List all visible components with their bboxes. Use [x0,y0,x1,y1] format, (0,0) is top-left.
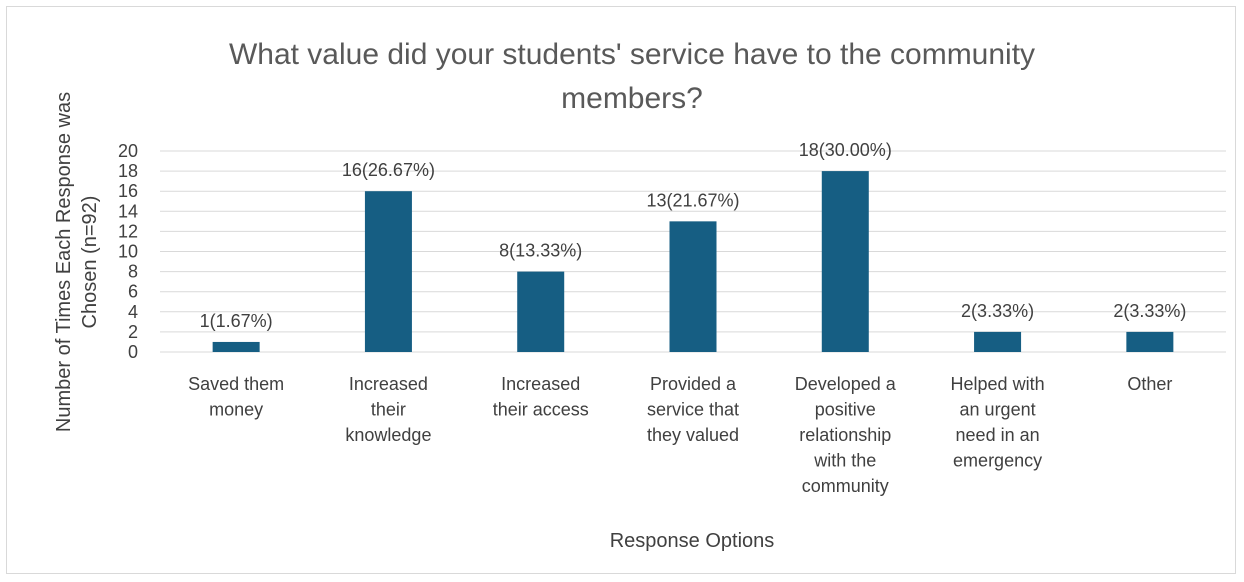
category-labels: Saved them money Increased their knowledge In… [188,374,1172,496]
bar [974,331,1022,352]
chart-title-line-2: members? [561,82,703,115]
data-label: 18(30.00%) [799,140,892,160]
category-label: knowledge [345,425,431,445]
data-label: 16(26.67%) [342,160,435,180]
y-tick-label: 14 [118,201,138,221]
category-label: their access [493,400,589,420]
bar [517,271,565,352]
y-tick-label: 4 [128,302,138,322]
y-tick-label: 2 [128,322,138,342]
category-label: Other [1127,374,1172,394]
bar [212,341,260,352]
y-axis-label-line-1: Number of Times Each Response was [53,92,75,432]
category-label: Provided a [650,374,737,394]
category-label: Increased [349,374,428,394]
category-label: Saved them [188,374,284,394]
bar [821,171,869,352]
y-tick-label: 18 [118,161,138,181]
y-tick-label: 10 [118,242,138,262]
category-label: Helped with [951,374,1045,394]
y-tick-label: 0 [128,342,138,362]
y-tick-label: 8 [128,262,138,282]
bars [212,171,1174,352]
chart-frame [6,6,1236,574]
data-label: 2(3.33%) [961,301,1034,321]
y-axis-label-line-2: Chosen (n=92) [79,196,101,329]
chart-title-line-1: What value did your students' service ha… [229,38,1035,71]
data-label: 13(21.67%) [646,190,739,210]
y-tick-label: 12 [118,221,138,241]
category-label: an urgent [960,400,1036,420]
y-tick-label: 20 [118,141,138,161]
category-label: money [209,400,263,420]
category-label: Developed a [795,374,897,394]
category-label: their [371,400,406,420]
data-label: 2(3.33%) [1113,301,1186,321]
bar [1126,331,1174,352]
category-label: positive [815,400,876,420]
category-label: need in an [956,425,1040,445]
category-label: community [802,476,889,496]
y-tick-label: 6 [128,282,138,302]
category-label: they valued [647,425,739,445]
category-label: service that [647,400,739,420]
y-tick-label: 16 [118,181,138,201]
bar [364,191,412,352]
gridlines [160,150,1226,353]
category-label: with the [813,451,876,471]
data-label: 8(13.33%) [499,241,582,261]
category-label: Increased [501,374,580,394]
bar [669,221,717,352]
category-label: emergency [953,451,1042,471]
data-labels: 1(1.67%) 16(26.67%) 8(13.33%) 13(21.67%) 18(… [200,140,1187,331]
category-label: relationship [799,425,891,445]
data-label: 1(1.67%) [200,311,273,331]
x-axis-label: Response Options [610,530,775,552]
